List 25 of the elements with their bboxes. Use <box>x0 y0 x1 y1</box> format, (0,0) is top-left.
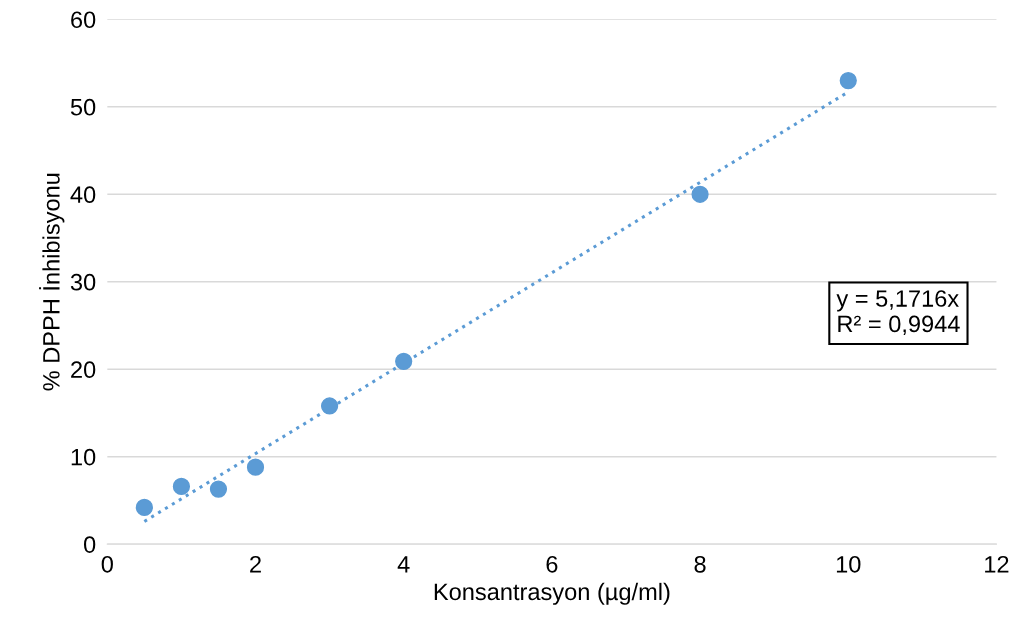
y-tick-label: 20 <box>71 361 96 379</box>
y-axis-title: % DPPH İnhibisyonu <box>39 173 65 391</box>
point <box>135 498 153 517</box>
x-tick-label: 12 <box>985 555 1009 573</box>
y-tick-label: 10 <box>71 448 96 466</box>
point <box>839 71 857 90</box>
annotation: y = 5,1716x R² = 0,9944 <box>836 290 960 336</box>
y-tick-label: 40 <box>70 186 96 204</box>
point <box>691 185 709 203</box>
y-tick-label: 50 <box>70 98 96 116</box>
x-tick-label: 2 <box>250 555 261 573</box>
point <box>172 477 191 496</box>
y-tick-label: 0 <box>83 536 96 553</box>
point <box>395 352 413 370</box>
x-tick-label: 10 <box>836 555 861 573</box>
x-axis-title: Konsantrasyon (µg/ml) <box>434 582 670 605</box>
point <box>246 458 265 476</box>
y-tick-label: 60 <box>71 11 96 29</box>
y-tick-label: 30 <box>70 273 96 291</box>
x-tick-label: 6 <box>546 555 558 573</box>
x-tick-label: 0 <box>101 555 113 573</box>
x-tick-label: 4 <box>397 556 410 573</box>
x-tick-label: 8 <box>694 555 706 573</box>
point <box>320 397 339 415</box>
point <box>209 480 228 498</box>
